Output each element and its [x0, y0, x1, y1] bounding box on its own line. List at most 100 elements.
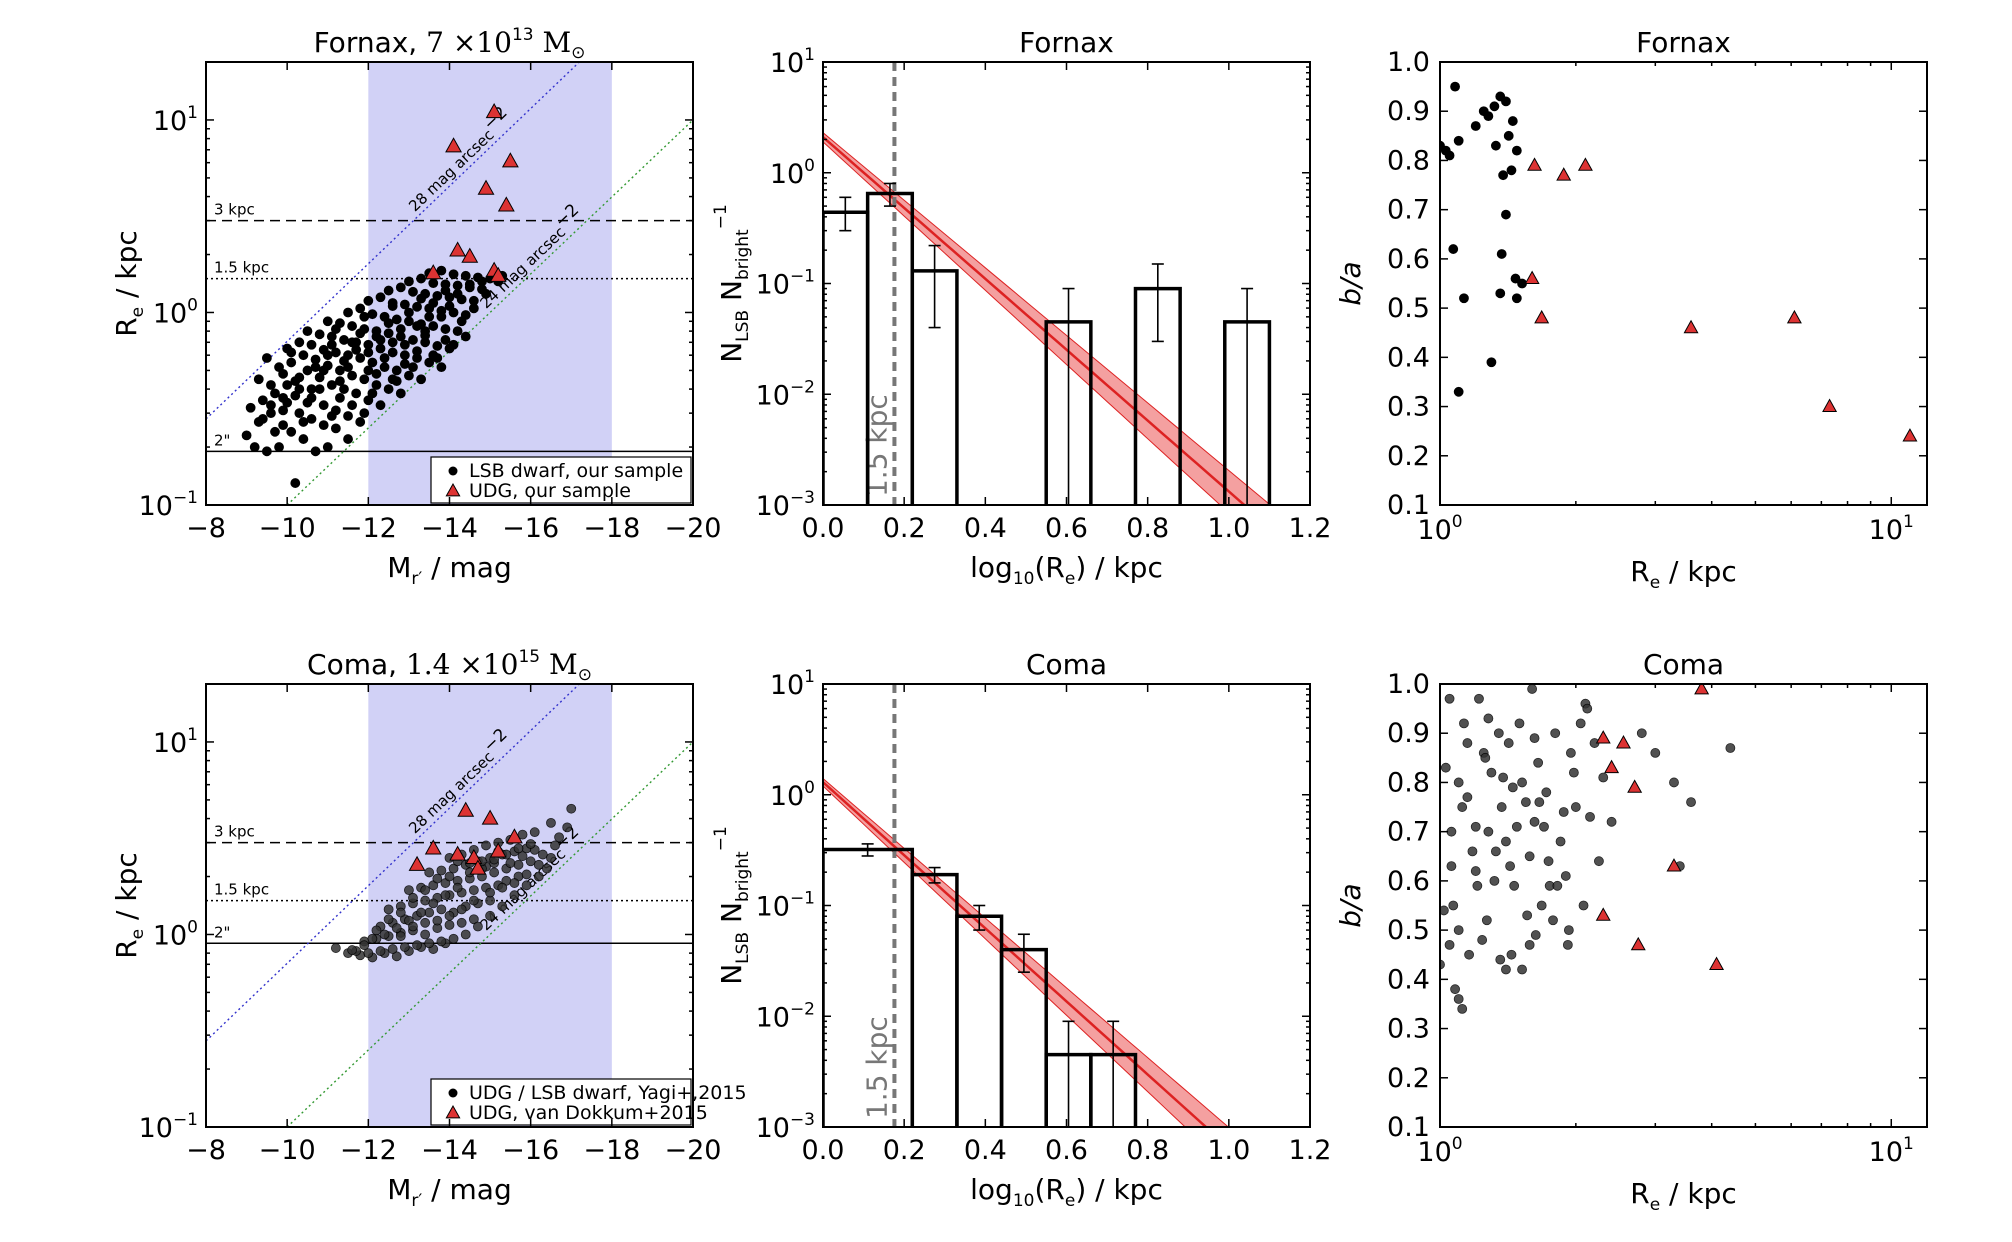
data-point-dwarf [1503, 738, 1514, 748]
data-point-lsb-dwarf-our-sample [257, 414, 268, 424]
data-point-dwarf [1440, 959, 1445, 970]
data-point-lsb-dwarf-our-sample [436, 362, 447, 373]
data-point-udg-lsb-dwarf-yagi-2015 [497, 901, 508, 912]
panel-title: Fornax, 7 ×1013 M⊙ [314, 25, 586, 63]
tick-exponent: −2 [790, 999, 815, 1019]
fit-line [823, 781, 1208, 1127]
tick-base: 10 [1869, 1137, 1903, 1168]
data-point-dwarf [1562, 939, 1573, 950]
hline-label: 3 kpc [214, 823, 255, 841]
data-point-lsb-dwarf-our-sample [375, 343, 386, 354]
data-point-lsb-dwarf-our-sample [286, 357, 297, 368]
data-point-lsb-dwarf-our-sample [404, 370, 414, 381]
y-axis-label: Re / kpc [110, 230, 148, 337]
data-point-udg-lsb-dwarf-yagi-2015 [456, 904, 467, 915]
data-point-lsb-dwarf-our-sample [270, 388, 280, 399]
vline-label: 1.5 kpc [860, 394, 893, 497]
data-point-lsb-dwarf-our-sample [351, 388, 362, 399]
data-point-lsb-dwarf-our-sample [347, 400, 358, 411]
data-point-udg-triangle [1604, 759, 1620, 774]
data-point-lsb-dwarf-our-sample [343, 434, 353, 444]
data-point-dwarf [1501, 836, 1511, 847]
data-point-lsb-dwarf-our-sample [371, 368, 382, 379]
data-point-lsb-dwarf-our-sample [326, 411, 337, 421]
y-tick-label: 0.6 [1387, 866, 1430, 897]
data-point-udg-lsb-dwarf-yagi-2015 [542, 863, 552, 874]
data-point-udg-lsb-dwarf-yagi-2015 [489, 867, 500, 878]
data-point-dwarf [1453, 386, 1464, 397]
data-point-udg-lsb-dwarf-yagi-2015 [363, 948, 374, 959]
data-point-udg-triangle [489, 842, 507, 858]
data-point-lsb-dwarf-our-sample [318, 400, 329, 411]
data-point-lsb-dwarf-our-sample [322, 350, 333, 361]
y-axis-label: NLSB Nbright−1 [711, 204, 753, 363]
data-point-udg-triangle [449, 845, 467, 861]
xlabel-text: M [387, 1173, 411, 1206]
title-exponent: 15 [518, 647, 540, 667]
tick-exponent: 0 [187, 917, 198, 937]
data-point-udg-lsb-dwarf-yagi-2015 [424, 867, 435, 878]
data-point-lsb-dwarf-our-sample [322, 316, 333, 327]
ylabel-subscript: bright [733, 851, 753, 902]
tick-exponent: 1 [187, 103, 198, 123]
data-point-lsb-dwarf-our-sample [468, 303, 479, 314]
data-point-lsb-dwarf-our-sample [424, 357, 435, 368]
y-tick-label: 0.8 [1387, 145, 1430, 176]
data-point-udg-lsb-dwarf-yagi-2015 [420, 917, 431, 928]
data-point-udg-lsb-dwarf-yagi-2015 [509, 878, 520, 888]
data-point-udg-lsb-dwarf-yagi-2015 [497, 882, 508, 893]
y-tick-label: 0.9 [1387, 718, 1430, 749]
x-tick-label: −14 [421, 513, 478, 544]
data-point-udg-lsb-dwarf-yagi-2015 [408, 892, 418, 903]
x-tick-label: 0.2 [883, 513, 926, 544]
data-point-dwarf [1496, 249, 1507, 259]
data-point-dwarf [1470, 121, 1481, 131]
data-point-udg-triangle [1683, 319, 1699, 334]
data-point-lsb-dwarf-our-sample [448, 269, 459, 280]
y-tick-label: 10−2 [756, 999, 815, 1033]
legend-label: UDG / LSB dwarf, Yagi+,2015 [469, 1082, 747, 1104]
data-point-dwarf [1493, 728, 1504, 739]
data-point-udg-lsb-dwarf-yagi-2015 [529, 827, 540, 838]
data-point-dwarf [1450, 81, 1460, 92]
legend-marker-circle [448, 1088, 458, 1098]
data-point-lsb-dwarf-our-sample [330, 324, 341, 334]
data-point-lsb-dwarf-our-sample [347, 321, 358, 331]
y-tick-label: 0.1 [1387, 1112, 1430, 1143]
data-point-udg-lsb-dwarf-yagi-2015 [525, 839, 536, 849]
data-point-lsb-dwarf-our-sample [306, 384, 317, 394]
tick-base: 10 [756, 380, 790, 411]
surface-brightness-line [286, 741, 693, 1127]
ylabel-exponent: −1 [711, 204, 731, 229]
data-point-lsb-dwarf-our-sample [436, 265, 447, 276]
data-point-udg-lsb-dwarf-yagi-2015 [424, 907, 435, 918]
data-point-lsb-dwarf-our-sample [395, 324, 406, 334]
data-point-lsb-dwarf-our-sample [412, 346, 422, 357]
data-point-lsb-dwarf-our-sample [298, 417, 309, 427]
data-point-dwarf [1507, 782, 1518, 793]
data-point-dwarf [1501, 964, 1511, 975]
y-tick-label: 0.7 [1387, 817, 1430, 848]
data-point-lsb-dwarf-our-sample [379, 353, 390, 363]
tick-exponent: −1 [790, 889, 815, 909]
data-point-udg-triangle [1902, 428, 1918, 442]
data-point-lsb-dwarf-our-sample [383, 285, 394, 296]
data-point-udg-triangle [481, 809, 499, 825]
ylabel-text: N [715, 280, 748, 310]
data-point-udg-lsb-dwarf-yagi-2015 [395, 907, 406, 918]
data-point-udg-triangle [1527, 157, 1543, 171]
y-axis-label: NLSB Nbright−1 [711, 826, 753, 985]
tick-exponent: −3 [790, 1110, 815, 1130]
hline-label: 2" [214, 431, 230, 449]
data-point-udg-lsb-dwarf-yagi-2015 [424, 938, 435, 949]
y-tick-label: 100 [153, 917, 198, 951]
data-point-lsb-dwarf-our-sample [290, 478, 301, 488]
xlabel-subscript: e [1650, 573, 1660, 593]
data-point-lsb-dwarf-our-sample [286, 347, 297, 358]
data-point-lsb-dwarf-our-sample [266, 380, 276, 390]
tick-base: 10 [756, 1113, 790, 1144]
data-point-dwarf [1536, 900, 1547, 911]
data-point-lsb-dwarf-our-sample [274, 362, 284, 373]
